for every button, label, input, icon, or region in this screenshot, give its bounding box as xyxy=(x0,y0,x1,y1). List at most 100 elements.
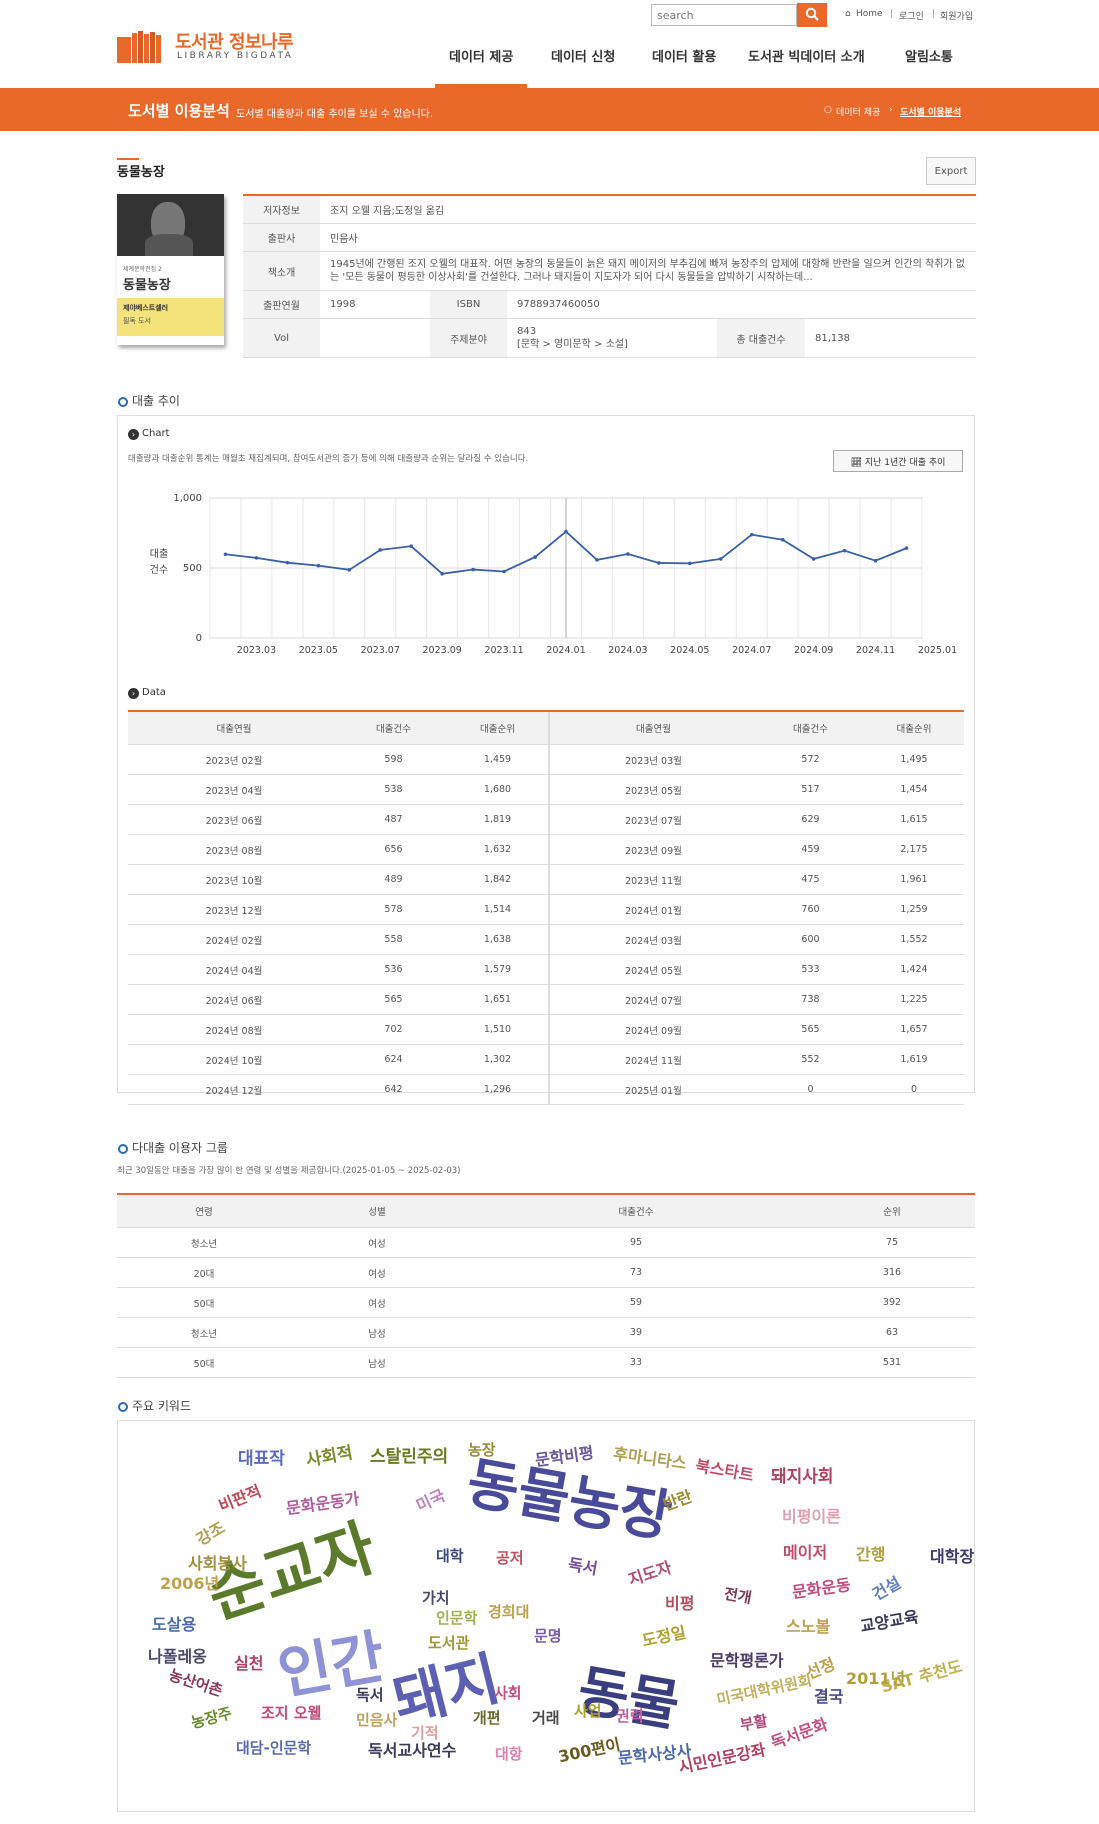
keyword-item[interactable]: 지도자 xyxy=(625,1557,674,1590)
keyword-item[interactable]: 조지 오웰 xyxy=(261,1704,322,1722)
keyword-item[interactable]: 비평이론 xyxy=(782,1507,841,1526)
nav-data-usage[interactable]: 데이터 활용 xyxy=(652,50,717,65)
keyword-item[interactable]: 농장 xyxy=(468,1441,496,1459)
chart-subheading: › Chart xyxy=(128,428,169,440)
cover-portrait xyxy=(117,194,224,256)
keyword-item[interactable]: 경희대 xyxy=(488,1603,530,1621)
isbn-value: 9788937460050 xyxy=(507,290,976,319)
keyword-item[interactable]: 북스타트 xyxy=(693,1456,756,1485)
keyword-item[interactable]: 사회봉사 xyxy=(188,1554,247,1573)
nav-data-provide[interactable]: 데이터 제공 xyxy=(449,50,514,65)
keyword-item[interactable]: 메이저 xyxy=(783,1543,828,1562)
keyword-item[interactable]: 2006년 xyxy=(160,1574,220,1593)
table-cell: 2024년 12월 xyxy=(128,1074,340,1105)
keyword-item[interactable]: 민음사 xyxy=(356,1711,398,1729)
keyword-item[interactable]: 공저 xyxy=(496,1549,524,1567)
y-axis-label: 대출 xyxy=(150,548,168,560)
table-cell: 316 xyxy=(809,1257,975,1288)
library-logo-icon[interactable] xyxy=(117,31,167,63)
keyword-item[interactable]: 도서관 xyxy=(428,1634,470,1652)
table-cell: 629 xyxy=(757,804,864,835)
logo-text[interactable]: 도서관 정보나루 xyxy=(175,32,294,53)
table-cell: 2024년 04월 xyxy=(128,954,340,985)
keyword-item[interactable]: 사업 xyxy=(574,1702,602,1720)
nav-data-request[interactable]: 데이터 신청 xyxy=(551,50,616,65)
nav-notice[interactable]: 알림소통 xyxy=(905,50,953,65)
keyword-item[interactable]: 돼지사회 xyxy=(771,1467,834,1487)
keyword-item[interactable]: 대담-인문학 xyxy=(236,1739,312,1757)
page-banner: 도서별 이용분석 도서별 대출량과 대출 추이를 보실 수 있습니다. ○ 데이… xyxy=(0,88,1099,131)
login-link[interactable]: 로그인 xyxy=(899,12,924,22)
table-cell: 598 xyxy=(340,744,447,775)
table-cell: 2023년 07월 xyxy=(549,804,757,835)
keyword-item[interactable]: 나폴레옹 xyxy=(148,1647,207,1666)
keyword-item[interactable]: 건설 xyxy=(868,1572,904,1605)
keyword-item[interactable]: 거래 xyxy=(532,1709,560,1727)
keyword-item[interactable]: 비평 xyxy=(665,1594,695,1613)
keyword-item[interactable]: 실천 xyxy=(234,1654,264,1673)
keyword-item[interactable]: 문학평론가 xyxy=(710,1651,784,1670)
keyword-item[interactable]: 강조 xyxy=(192,1517,228,1550)
table-cell: 1,680 xyxy=(447,774,548,805)
x-tick-label: 2024.01 xyxy=(546,645,585,656)
keyword-item[interactable]: 전개 xyxy=(722,1584,754,1608)
site-header: 도서관 정보나루 LIBRARY BIGDATA ⌂ Home | 로그인 | … xyxy=(0,0,1099,89)
keyword-item[interactable]: 사회적 xyxy=(304,1443,355,1471)
keyword-item[interactable]: 독서 xyxy=(356,1686,384,1704)
keyword-item[interactable]: 비판적 xyxy=(215,1481,264,1516)
loan-row: 2024년 03월 600 1,552 xyxy=(549,924,964,955)
export-button[interactable]: Export xyxy=(926,157,976,185)
keyword-item[interactable]: 도정일 xyxy=(640,1622,688,1651)
keyword-item[interactable]: 교양교육 xyxy=(858,1607,921,1636)
keyword-item[interactable]: 후마니타스 xyxy=(612,1443,688,1474)
keyword-item[interactable]: 독서문화 xyxy=(768,1714,831,1753)
keyword-item[interactable]: 인문학 xyxy=(436,1609,478,1627)
keyword-item[interactable]: 동물농장 xyxy=(462,1450,677,1551)
keyword-item[interactable]: 문화운동 xyxy=(790,1574,852,1603)
home-link[interactable]: Home xyxy=(856,9,883,19)
keyword-item[interactable]: 부활 xyxy=(738,1711,769,1735)
keyword-item[interactable]: 스탈린주의 xyxy=(370,1447,449,1467)
loan-row: 2024년 02월 558 1,638 xyxy=(128,924,548,955)
keyword-item[interactable]: 문학비평 xyxy=(533,1442,595,1471)
keyword-item[interactable]: 300편이 xyxy=(556,1734,623,1767)
keyword-item[interactable]: 미국 xyxy=(413,1485,448,1516)
title-accent xyxy=(117,158,139,160)
keyword-item[interactable]: 대표작 xyxy=(238,1449,285,1469)
search-button[interactable] xyxy=(797,3,827,27)
loan-row: 2023년 02월 598 1,459 xyxy=(128,744,548,775)
keyword-item[interactable]: 기적 xyxy=(411,1724,439,1742)
keyword-item[interactable]: 스노볼 xyxy=(786,1617,831,1636)
nav-bigdata-intro[interactable]: 도서관 빅데이터 소개 xyxy=(748,50,865,65)
last-year-trend-button[interactable]: 📈︎ 지난 1년간 대출 추이 xyxy=(833,450,963,472)
table-cell: 1,842 xyxy=(447,864,548,895)
keyword-item[interactable]: 사회 xyxy=(494,1684,522,1702)
keyword-item[interactable]: 간행 xyxy=(856,1545,886,1564)
keyword-item[interactable]: 농산어촌 xyxy=(166,1665,225,1701)
breadcrumb-item[interactable]: 데이터 제공 xyxy=(836,108,881,118)
keyword-item[interactable]: 대학 xyxy=(436,1547,464,1565)
keyword-item[interactable]: 농장주 xyxy=(189,1703,234,1733)
table-cell: 1,651 xyxy=(447,984,548,1015)
table-cell: 565 xyxy=(340,984,447,1015)
keyword-item[interactable]: 대학장 xyxy=(930,1547,975,1566)
keyword-item[interactable]: 권력 xyxy=(616,1707,644,1725)
breadcrumb-current[interactable]: 도서별 이용분석 xyxy=(900,108,962,118)
keyword-item[interactable]: 가치 xyxy=(422,1589,450,1607)
keyword-item[interactable]: 개편 xyxy=(473,1709,501,1727)
loan-row: 2024년 01월 760 1,259 xyxy=(549,894,964,925)
keyword-item[interactable]: 대항 xyxy=(495,1745,523,1763)
keyword-item[interactable]: 문명 xyxy=(534,1627,562,1645)
keyword-item[interactable]: 독서교사연수 xyxy=(368,1741,457,1760)
table-cell: 73 xyxy=(463,1257,809,1288)
search-input[interactable] xyxy=(651,4,797,26)
keyword-item[interactable]: 미국대학위원회 xyxy=(715,1671,814,1709)
keyword-item[interactable]: 독서 xyxy=(566,1554,599,1579)
table-cell: 2024년 09월 xyxy=(549,1014,757,1045)
x-tick-label: 2024.11 xyxy=(856,645,895,656)
keyword-item[interactable]: 결국 xyxy=(814,1687,844,1706)
signup-link[interactable]: 회원가입 xyxy=(940,12,974,22)
keyword-item[interactable]: 도살용 xyxy=(152,1615,197,1634)
data-point xyxy=(409,544,414,548)
keyword-item[interactable]: 2011년 xyxy=(846,1669,906,1688)
